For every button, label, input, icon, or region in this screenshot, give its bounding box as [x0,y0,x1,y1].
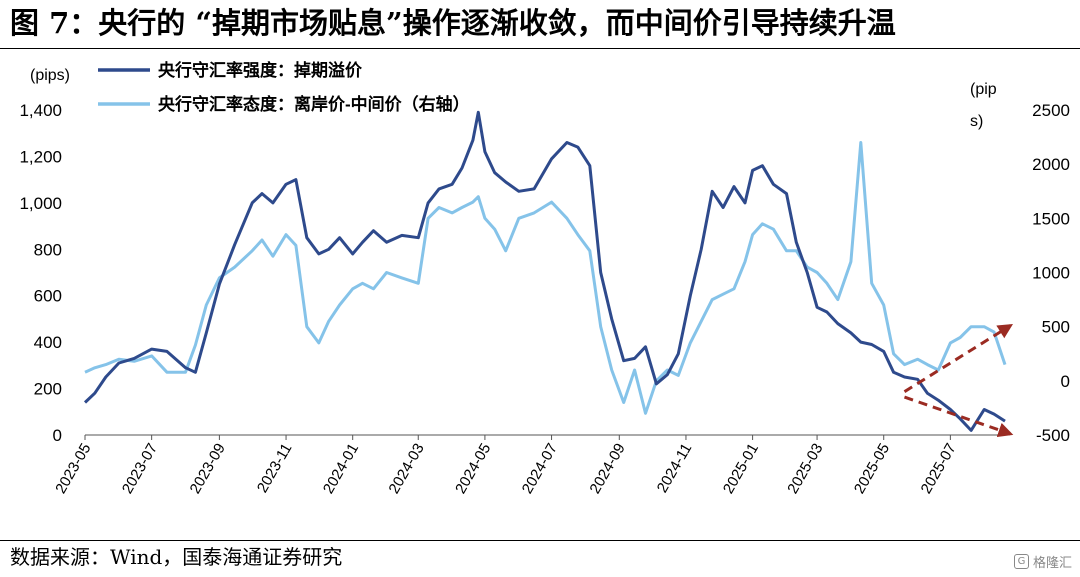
y-right-tick-label: 0 [1061,372,1070,391]
axes: 2023-05 2023-07 2023-09 2023-11 2024-01 2024-… [19,67,1070,497]
x-tick-label: 2024-01 [320,441,362,497]
x-tick-label: 2023-07 [119,441,161,497]
y-left-tick-label: 1,400 [19,101,62,120]
title-rule [0,48,1080,49]
x-tick-label: 2023-05 [52,441,94,497]
x-tick-label: 2023-09 [187,441,229,497]
x-tick-label: 2025-05 [851,441,893,497]
y-left-tick-label: 200 [34,380,62,399]
y-right-tick-label: 2500 [1032,101,1070,120]
watermark-icon: G [1013,554,1029,569]
y-left-tick-label: 1,200 [19,147,62,166]
y-right-tick-label: 2000 [1032,155,1070,174]
source-note: 数据来源：Wind，国泰海通证券研究 [10,545,343,569]
y-right-unit: s) [970,113,983,130]
trend-arrow [903,395,1014,438]
y-left-tick-label: 1,000 [19,194,62,213]
series-lines [83,110,1007,432]
chart: 2023-05 2023-07 2023-09 2023-11 2024-01 2024-… [19,60,1070,497]
page-title: 图 7：央行的 “掉期市场贴息”操作逐渐收敛，而中间价引导持续升温 [10,6,896,40]
y-left-tick-label: 400 [34,333,62,352]
annotations [903,323,1014,438]
source-rule [0,540,1080,541]
legend-label: 央行守汇率强度：掉期溢价 [158,60,363,80]
y-right-tick-label: 500 [1042,318,1070,337]
x-tick-label: 2024-05 [452,441,494,497]
y-right-tick-label: 1000 [1032,264,1070,283]
y-right-tick-label: -500 [1036,426,1070,445]
x-tick-label: 2024-03 [385,441,427,497]
x-tick-label: 2025-01 [720,441,762,497]
x-tick-label: 2024-11 [654,441,696,496]
series-line-swap-premium [83,110,1006,432]
y-left-tick-label: 0 [53,426,62,445]
y-right-tick-label: 1500 [1032,209,1070,228]
trend-arrow [903,323,1014,393]
y-left-tick-label: 600 [34,287,62,306]
watermark: G 格隆汇 [1013,552,1072,571]
series-line-offshore-fixing-spread [84,141,1007,415]
y-left-tick-label: 800 [34,240,62,259]
y-left-unit: (pips) [30,67,70,84]
x-tick-label: 2025-07 [918,441,960,497]
y-right-unit: (pip [970,81,997,98]
x-tick-label: 2025-03 [784,441,826,497]
x-tick-label: 2024-09 [587,441,629,497]
x-tick-label: 2024-07 [519,441,561,497]
x-tick-label: 2023-11 [254,441,296,496]
legend-label: 央行守汇率态度：离岸价-中间价（右轴） [158,94,470,114]
watermark-text: 格隆汇 [1032,556,1072,571]
